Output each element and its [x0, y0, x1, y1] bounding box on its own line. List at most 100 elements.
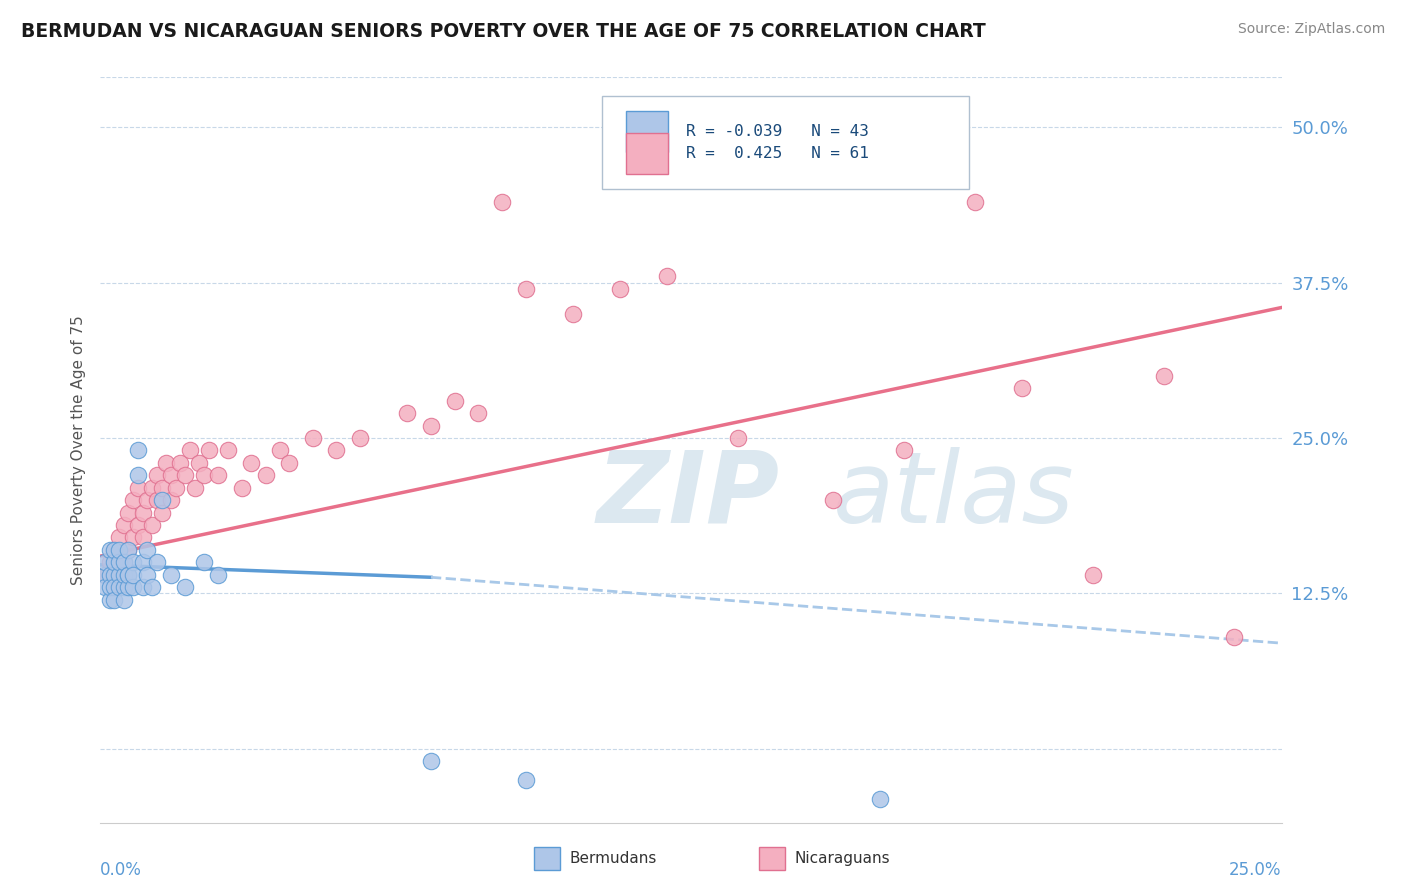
Point [94, 567, 117, 582]
Point [103, 580, 125, 594]
Text: atlas: atlas [832, 447, 1074, 544]
Point [108, 531, 131, 545]
Point [131, 506, 153, 520]
Point [179, 443, 201, 458]
Point [136, 493, 159, 508]
Point [122, 531, 145, 545]
Text: Nicaraguans: Nicaraguans [794, 851, 890, 866]
FancyBboxPatch shape [626, 111, 668, 152]
Point [198, 443, 221, 458]
Point [183, 481, 205, 495]
Point [1011, 381, 1033, 395]
Point [657, 269, 679, 284]
Point [150, 506, 173, 520]
Point [127, 518, 149, 533]
Point [893, 443, 915, 458]
Point [188, 456, 211, 470]
Point [117, 506, 139, 520]
Point [122, 493, 145, 508]
Point [240, 456, 263, 470]
FancyBboxPatch shape [626, 134, 668, 175]
Text: 25.0%: 25.0% [1229, 861, 1282, 879]
Point [122, 580, 145, 594]
Point [131, 555, 153, 569]
Point [141, 481, 163, 495]
Point [131, 580, 153, 594]
Point [108, 580, 131, 594]
Point [98, 567, 121, 582]
Point [1153, 368, 1175, 383]
Point [160, 567, 183, 582]
Point [420, 418, 443, 433]
Point [146, 468, 169, 483]
Point [150, 481, 173, 495]
Point [94, 555, 117, 569]
Point [254, 468, 277, 483]
Point [269, 443, 291, 458]
Point [117, 543, 139, 558]
Point [420, 754, 443, 768]
Point [94, 567, 117, 582]
Text: Bermudans: Bermudans [569, 851, 657, 866]
Point [727, 431, 749, 445]
Point [122, 567, 145, 582]
Point [467, 406, 489, 420]
Point [98, 580, 121, 594]
Point [103, 580, 125, 594]
Point [108, 567, 131, 582]
FancyBboxPatch shape [602, 96, 969, 189]
Point [301, 431, 323, 445]
Point [108, 555, 131, 569]
Point [103, 567, 125, 582]
Point [108, 567, 131, 582]
Point [821, 493, 844, 508]
Point [117, 543, 139, 558]
Point [169, 456, 191, 470]
Point [108, 543, 131, 558]
Point [131, 531, 153, 545]
Point [136, 543, 159, 558]
Point [349, 431, 371, 445]
Point [98, 555, 121, 569]
Point [155, 456, 177, 470]
Point [1081, 567, 1104, 582]
Text: ZIP: ZIP [596, 447, 779, 544]
Point [127, 481, 149, 495]
Text: R = -0.039   N = 43: R = -0.039 N = 43 [686, 124, 869, 139]
Point [122, 555, 145, 569]
Point [207, 567, 229, 582]
Point [112, 555, 135, 569]
Point [146, 555, 169, 569]
Point [150, 493, 173, 508]
Point [515, 772, 537, 787]
Point [127, 468, 149, 483]
Point [515, 282, 537, 296]
Point [217, 443, 239, 458]
Point [963, 194, 986, 209]
Text: Source: ZipAtlas.com: Source: ZipAtlas.com [1237, 22, 1385, 37]
Point [193, 555, 215, 569]
Point [117, 567, 139, 582]
Point [207, 468, 229, 483]
Point [112, 592, 135, 607]
Y-axis label: Seniors Poverty Over the Age of 75: Seniors Poverty Over the Age of 75 [72, 316, 86, 585]
Point [127, 443, 149, 458]
Point [141, 518, 163, 533]
Point [443, 393, 465, 408]
Point [561, 307, 583, 321]
Point [117, 580, 139, 594]
Point [165, 481, 187, 495]
Point [98, 543, 121, 558]
Point [160, 468, 183, 483]
Point [193, 468, 215, 483]
Point [112, 580, 135, 594]
Text: R =  0.425   N = 61: R = 0.425 N = 61 [686, 146, 869, 161]
Point [94, 580, 117, 594]
Point [231, 481, 253, 495]
Point [117, 567, 139, 582]
Point [103, 592, 125, 607]
Point [103, 543, 125, 558]
Point [174, 468, 197, 483]
Point [146, 493, 169, 508]
Point [174, 580, 197, 594]
